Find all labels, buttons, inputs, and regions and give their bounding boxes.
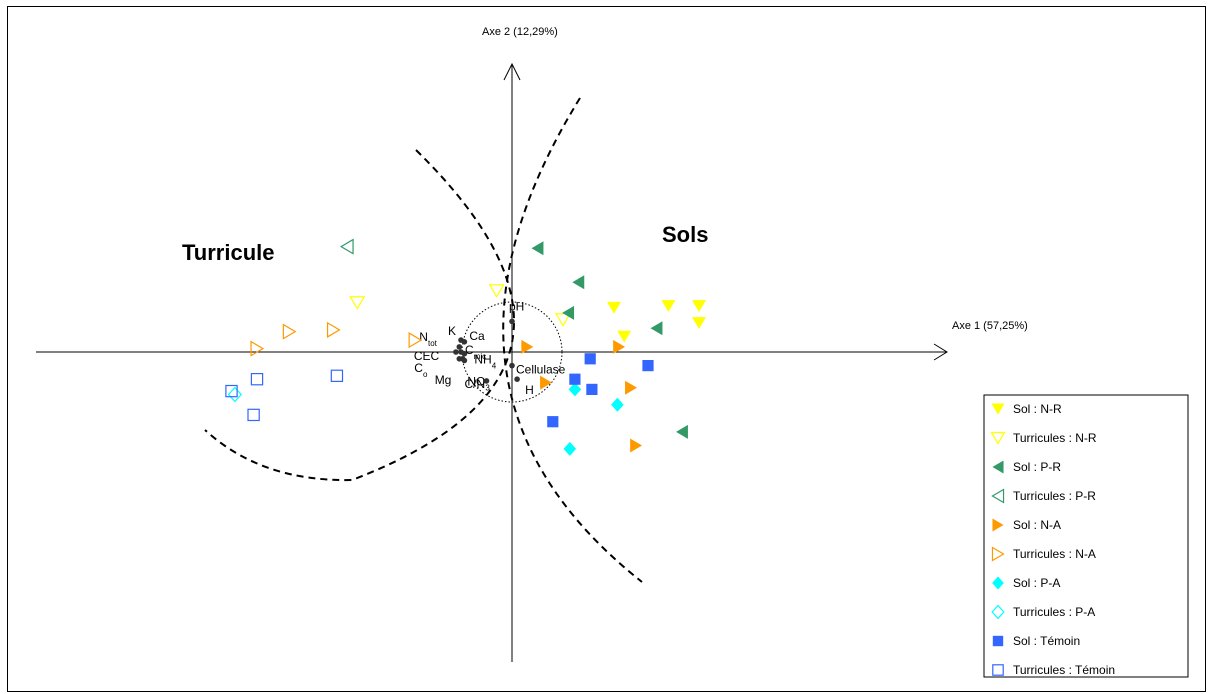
- legend-entry-label: Sol : N-R: [1013, 402, 1062, 416]
- legend-entry-label: Sol : P-R: [1013, 460, 1061, 474]
- legend-entry-label: Turricules : Témoin: [1013, 663, 1115, 677]
- point-sol-p-a: [568, 382, 582, 397]
- legend-entry-label: Turricules : P-A: [1013, 605, 1095, 619]
- variable-label: Mg: [435, 373, 452, 387]
- point-sol-p-r: [650, 321, 663, 336]
- point-turricules-t-moin: [225, 384, 238, 398]
- variable-label: Ntot: [419, 330, 437, 348]
- point-sol-n-r: [617, 330, 632, 343]
- variable-point: [509, 318, 515, 325]
- variable-point: [456, 344, 463, 350]
- variable-point: [461, 339, 468, 345]
- variable-label: Ca: [469, 329, 485, 343]
- point-sol-n-a: [540, 375, 552, 390]
- point-turricules-p-a: [227, 386, 243, 403]
- legend-entry-label: Turricules : N-R: [1013, 431, 1097, 445]
- variable-point: [453, 349, 459, 355]
- x-axis-arrow: [933, 343, 948, 361]
- point-sol-n-a: [625, 380, 637, 395]
- variable-point: [509, 362, 515, 369]
- legend-marker-9: [992, 664, 1004, 676]
- y-axis-label: Axe 2 (12,29%): [482, 26, 558, 38]
- variable-label: H: [525, 383, 534, 397]
- variable-label: pH: [509, 299, 524, 313]
- legend-marker-2: [992, 460, 1004, 474]
- group-label-turricule: Turricule: [182, 240, 275, 265]
- variable-label: NH4: [474, 353, 496, 371]
- legend-marker-1: [990, 431, 1006, 445]
- point-turricules-n-r: [554, 313, 572, 327]
- group-label-sols: Sols: [662, 222, 708, 247]
- point-sol-n-r: [692, 300, 706, 313]
- variable-label: K: [448, 324, 456, 338]
- legend-entry-label: Sol : P-A: [1013, 576, 1060, 590]
- point-sol-n-r: [607, 301, 621, 314]
- point-sol-n-a: [630, 438, 643, 453]
- legend-marker-6: [992, 576, 1004, 590]
- point-sol-t-moin: [642, 360, 654, 372]
- variable-point: [514, 376, 520, 383]
- point-turricules-n-a: [250, 340, 265, 357]
- x-axis-label: Axe 1 (57,25%): [952, 320, 1028, 332]
- point-sol-n-r: [661, 300, 676, 313]
- point-sol-p-r: [572, 275, 585, 290]
- legend-entry-label: Turricules : P-R: [1013, 489, 1096, 503]
- group-boundaries: [204, 97, 643, 583]
- variable-point: [483, 378, 490, 384]
- variable-point: [461, 350, 468, 357]
- point-sol-p-r: [562, 305, 575, 320]
- point-turricules-t-moin: [330, 369, 344, 383]
- variable-point: [461, 357, 468, 364]
- point-turricules-n-r: [488, 284, 505, 298]
- legend: Sol : N-R Turricules : N-R Sol : P-R Turric…: [983, 394, 1189, 678]
- point-turricules-n-a: [326, 321, 341, 338]
- legend-entry-label: Turricules : N-A: [1013, 547, 1096, 561]
- point-sol-p-a: [611, 397, 624, 412]
- point-turricules-t-moin: [250, 373, 264, 386]
- sols-boundary: [502, 97, 643, 583]
- turricule-boundary: [204, 149, 515, 482]
- point-turricules-n-r: [349, 296, 366, 310]
- point-turricules-p-r: [339, 238, 354, 255]
- legend-marker-0: [991, 403, 1005, 415]
- chart-frame: [7, 6, 1206, 692]
- legend-marker-3: [991, 488, 1005, 504]
- point-turricules-n-a: [408, 332, 423, 349]
- data-points: [225, 238, 706, 456]
- variable-label: C/N: [465, 377, 486, 391]
- point-sol-n-a: [521, 339, 534, 354]
- legend-entry-label: Sol : Témoin: [1013, 634, 1080, 648]
- legend-entry-label: Sol : N-A: [1013, 518, 1061, 532]
- point-turricules-n-a: [282, 323, 297, 340]
- point-sol-p-a: [563, 441, 577, 456]
- y-axis-arrow: [503, 62, 521, 81]
- point-sol-n-a: [613, 339, 626, 354]
- correlation-circle: [461, 301, 563, 403]
- point-sol-n-r: [692, 317, 706, 330]
- variable-label: CEC: [414, 349, 440, 363]
- point-sol-p-r: [676, 424, 688, 439]
- legend-marker-7: [991, 604, 1005, 620]
- point-sol-t-moin: [569, 373, 581, 385]
- legend-box: [983, 394, 1189, 678]
- point-turricules-t-moin: [247, 408, 260, 422]
- point-sol-t-moin: [547, 416, 559, 428]
- variable-label: Cellulase: [516, 363, 566, 377]
- point-sol-t-moin: [586, 383, 598, 395]
- point-sol-t-moin: [584, 353, 596, 365]
- variable-label: Co: [414, 361, 428, 379]
- legend-marker-5: [991, 546, 1005, 562]
- point-sol-p-r: [531, 241, 544, 256]
- legend-marker-8: [992, 635, 1004, 647]
- legend-marker-4: [992, 518, 1004, 532]
